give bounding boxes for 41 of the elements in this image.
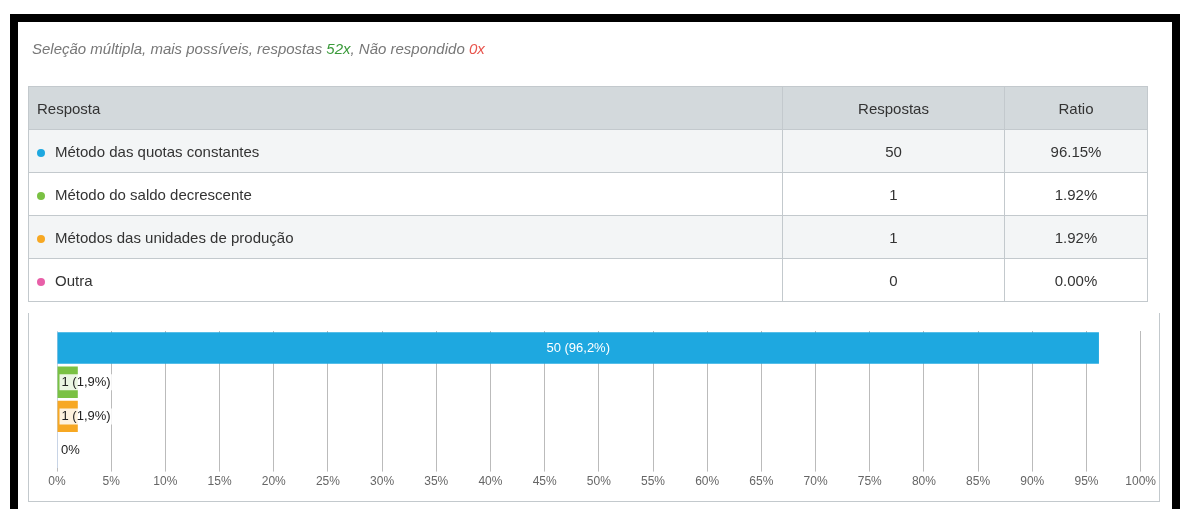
- chart-subtitle: Seleção múltipla, mais possíveis, respostas 52x, Não respondido 0x: [32, 40, 485, 57]
- text: 1: [782, 215, 1005, 259]
- x-tick-label: 95%: [1074, 474, 1099, 489]
- x-tick-label: 35%: [424, 474, 449, 489]
- text: Métodos das unidades de produção: [28, 215, 783, 259]
- text: Outra: [28, 258, 783, 302]
- data-label: 1 (1,9%): [61, 407, 111, 423]
- data-label: 1 (1,9%): [61, 373, 111, 389]
- x-tick-label: 60%: [695, 474, 720, 489]
- text: 96.15%: [1004, 129, 1148, 173]
- text: 1: [782, 172, 1005, 216]
- x-tick-label: 50%: [586, 474, 612, 489]
- x-tick-label: 10%: [153, 474, 178, 489]
- x-tick-label: 85%: [966, 474, 991, 489]
- x-tick-label: 25%: [315, 474, 341, 489]
- text: Respostas: [782, 86, 1005, 130]
- x-tick-label: 45%: [532, 474, 557, 489]
- text: Método das quotas constantes: [28, 129, 783, 173]
- x-tick-label: 5%: [102, 474, 121, 489]
- x-tick-label: 20%: [261, 474, 287, 489]
- data-label: 50 (96,2%): [546, 339, 611, 355]
- x-tick-label: 55%: [640, 474, 666, 489]
- text: 0: [782, 258, 1005, 302]
- text: Ratio: [1004, 86, 1148, 130]
- x-tick-label: 65%: [749, 474, 774, 489]
- x-tick-label: 80%: [911, 474, 937, 489]
- x-tick-label: 15%: [207, 474, 232, 489]
- data-label: 0%: [61, 442, 81, 458]
- text: 1.92%: [1004, 215, 1148, 259]
- x-tick-label: 75%: [857, 474, 883, 489]
- x-tick-label: 70%: [803, 474, 828, 489]
- x-tick-label: 0%: [48, 474, 66, 489]
- text: 50: [782, 129, 1005, 173]
- text: Resposta: [28, 86, 783, 130]
- text: 1.92%: [1004, 172, 1148, 216]
- x-tick-label: 100%: [1125, 474, 1157, 489]
- text: Método do saldo decrescente: [28, 172, 783, 216]
- x-tick-label: 90%: [1020, 474, 1045, 489]
- x-tick-label: 40%: [478, 474, 503, 489]
- x-tick-label: 30%: [370, 474, 395, 489]
- text: 0.00%: [1004, 258, 1148, 302]
